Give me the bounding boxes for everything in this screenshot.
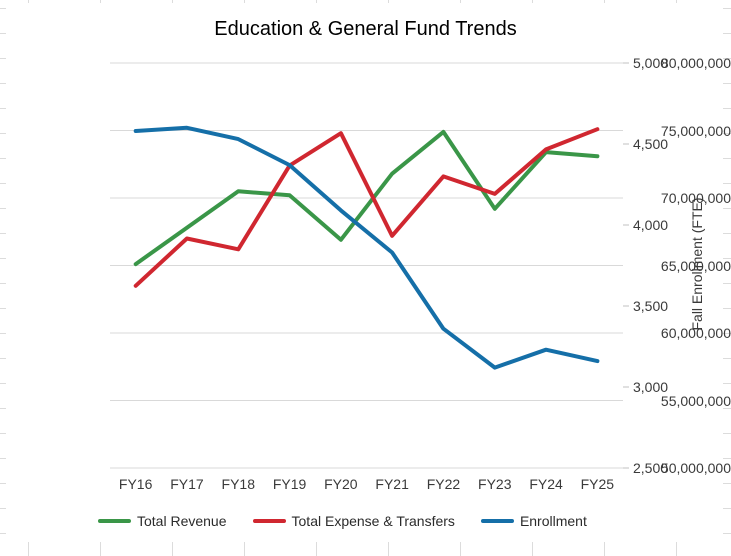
x-axis-tick-label: FY22 bbox=[426, 476, 461, 492]
right-axis-tick-label: 5,000 bbox=[633, 55, 669, 71]
x-axis-tick-label: FY24 bbox=[529, 476, 563, 492]
legend-swatch-total-expense-transfers bbox=[252, 519, 286, 523]
x-axis-tick-label: FY18 bbox=[221, 476, 255, 492]
chart-surface bbox=[6, 3, 723, 542]
series-line-enrollment bbox=[133, 125, 600, 370]
left-axis-tick-label: 70,000,000 bbox=[660, 190, 731, 206]
series-line-total-revenue bbox=[133, 129, 600, 267]
legend-item-enrollment: Enrollment bbox=[480, 513, 587, 529]
x-axis-tick-label: FY20 bbox=[324, 476, 358, 492]
right-axis-tick-label: 4,500 bbox=[633, 136, 669, 152]
left-axis-tick-label: 80,000,000 bbox=[660, 55, 731, 71]
legend-item-total-revenue: Total Revenue bbox=[98, 513, 227, 529]
right-axis-tick-label: 4,000 bbox=[633, 217, 669, 233]
x-axis-tick-label: FY23 bbox=[478, 476, 512, 492]
legend-item-total-expense-transfers: Total Expense & Transfers bbox=[252, 513, 455, 529]
left-axis-tick-label: 55,000,000 bbox=[660, 392, 731, 409]
right-axis-tick-label: 2,500 bbox=[633, 460, 669, 476]
left-axis-tick-label: 65,000,000 bbox=[660, 257, 731, 274]
legend-label: Total Revenue bbox=[137, 513, 227, 529]
right-axis-tick-label: 3,500 bbox=[633, 298, 669, 314]
right-axis-tick-label: 3,000 bbox=[633, 379, 669, 395]
chart-title: Education & General Fund Trends bbox=[214, 18, 517, 40]
legend: Total Revenue Total Expense & Transfers En… bbox=[98, 512, 587, 530]
x-axis-tick-label: FY21 bbox=[375, 476, 409, 492]
left-axis-tick-label: 75,000,000 bbox=[660, 122, 731, 139]
x-axis-tick-label: FY16 bbox=[118, 476, 153, 492]
x-axis-tick-label: FY25 bbox=[580, 476, 615, 492]
legend-label: Enrollment bbox=[519, 513, 587, 529]
right-axis-title: Fall Enrollment (FTE) bbox=[689, 197, 705, 331]
legend-swatch-total-revenue bbox=[98, 519, 131, 523]
series-line-total-expense-transfers bbox=[133, 127, 600, 288]
x-axis-tick-label: FY19 bbox=[272, 476, 307, 492]
left-axis-tick-label: 60,000,000 bbox=[660, 325, 731, 341]
legend-swatch-enrollment bbox=[480, 519, 514, 523]
left-axis-tick-label: 50,000,000 bbox=[660, 460, 731, 476]
x-axis-tick-label: FY17 bbox=[170, 476, 204, 492]
legend-label: Total Expense & Transfers bbox=[291, 513, 455, 529]
